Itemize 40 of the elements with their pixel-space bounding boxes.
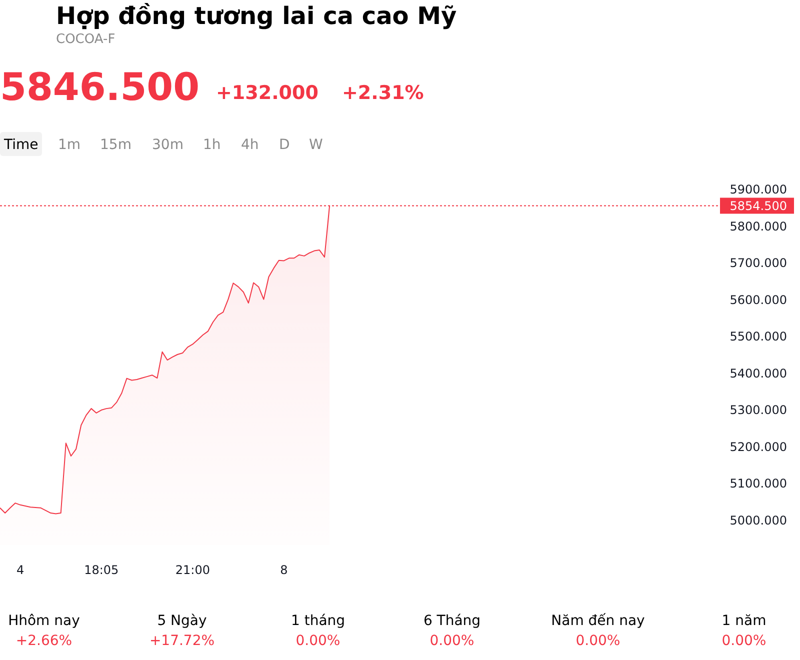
x-tick-label: 8 (280, 563, 288, 577)
y-tick-label: 5400.000 (730, 366, 787, 380)
y-tick-label: 5800.000 (730, 219, 787, 234)
text: Hhôm nay (8, 613, 80, 629)
text: 1 năm (722, 613, 766, 629)
text: 0.00% (576, 633, 620, 649)
text: Năm đến nay (551, 613, 645, 629)
text: +2.31% (342, 82, 424, 104)
text: 1 tháng (290, 613, 346, 629)
text: 5 Ngày (157, 613, 207, 629)
text: W (309, 137, 323, 153)
text: +17.72% (149, 633, 215, 649)
text: D (279, 137, 290, 153)
text: 15m (100, 137, 132, 153)
text: 30m (152, 137, 184, 153)
y-tick-label: 5200.000 (730, 440, 787, 454)
chart-title: Hợp đồng tương lai ca cao Mỹ (56, 2, 457, 30)
chart-subtitle: COCOA-F (56, 32, 116, 47)
ref-line-label: 5854.500 (730, 199, 787, 214)
text: 1h (203, 137, 221, 153)
y-tick-label: 5300.000 (730, 403, 787, 418)
text: 0.00% (296, 633, 340, 649)
text: 6 Tháng (423, 613, 481, 629)
text: 0.00% (430, 633, 474, 649)
x-tick-label: 21:00 (175, 563, 210, 577)
y-tick-label: 5500.000 (730, 330, 787, 344)
text: +132.000 (216, 82, 318, 104)
text: 1m (58, 137, 81, 153)
text: 4h (241, 137, 259, 153)
text: 5846.500 (0, 65, 200, 109)
x-tick-label: 4 (16, 563, 24, 577)
text: 0.00% (722, 633, 766, 649)
text: +2.66% (16, 633, 72, 649)
text: Time (3, 137, 38, 153)
y-tick-label: 5900.000 (730, 182, 787, 196)
x-tick-label: 18:05 (84, 563, 119, 577)
y-tick-label: 5000.000 (730, 514, 787, 528)
y-tick-label: 5100.000 (730, 476, 787, 491)
y-tick-label: 5700.000 (730, 256, 787, 270)
y-tick-label: 5600.000 (730, 292, 787, 307)
